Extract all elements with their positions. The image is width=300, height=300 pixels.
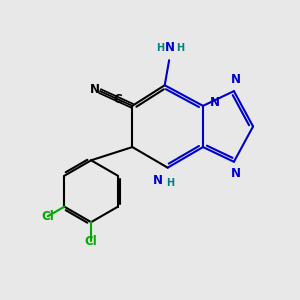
- Text: H: H: [156, 43, 164, 53]
- Text: Cl: Cl: [85, 235, 98, 248]
- Text: N: N: [230, 167, 240, 180]
- Text: Cl: Cl: [41, 210, 54, 223]
- Text: H: H: [167, 178, 175, 188]
- Text: H: H: [176, 43, 184, 53]
- Text: N: N: [90, 83, 100, 96]
- Text: C: C: [113, 93, 122, 106]
- Text: N: N: [230, 73, 240, 86]
- Text: N: N: [209, 96, 220, 110]
- Text: N: N: [165, 41, 175, 54]
- Text: N: N: [153, 174, 163, 187]
